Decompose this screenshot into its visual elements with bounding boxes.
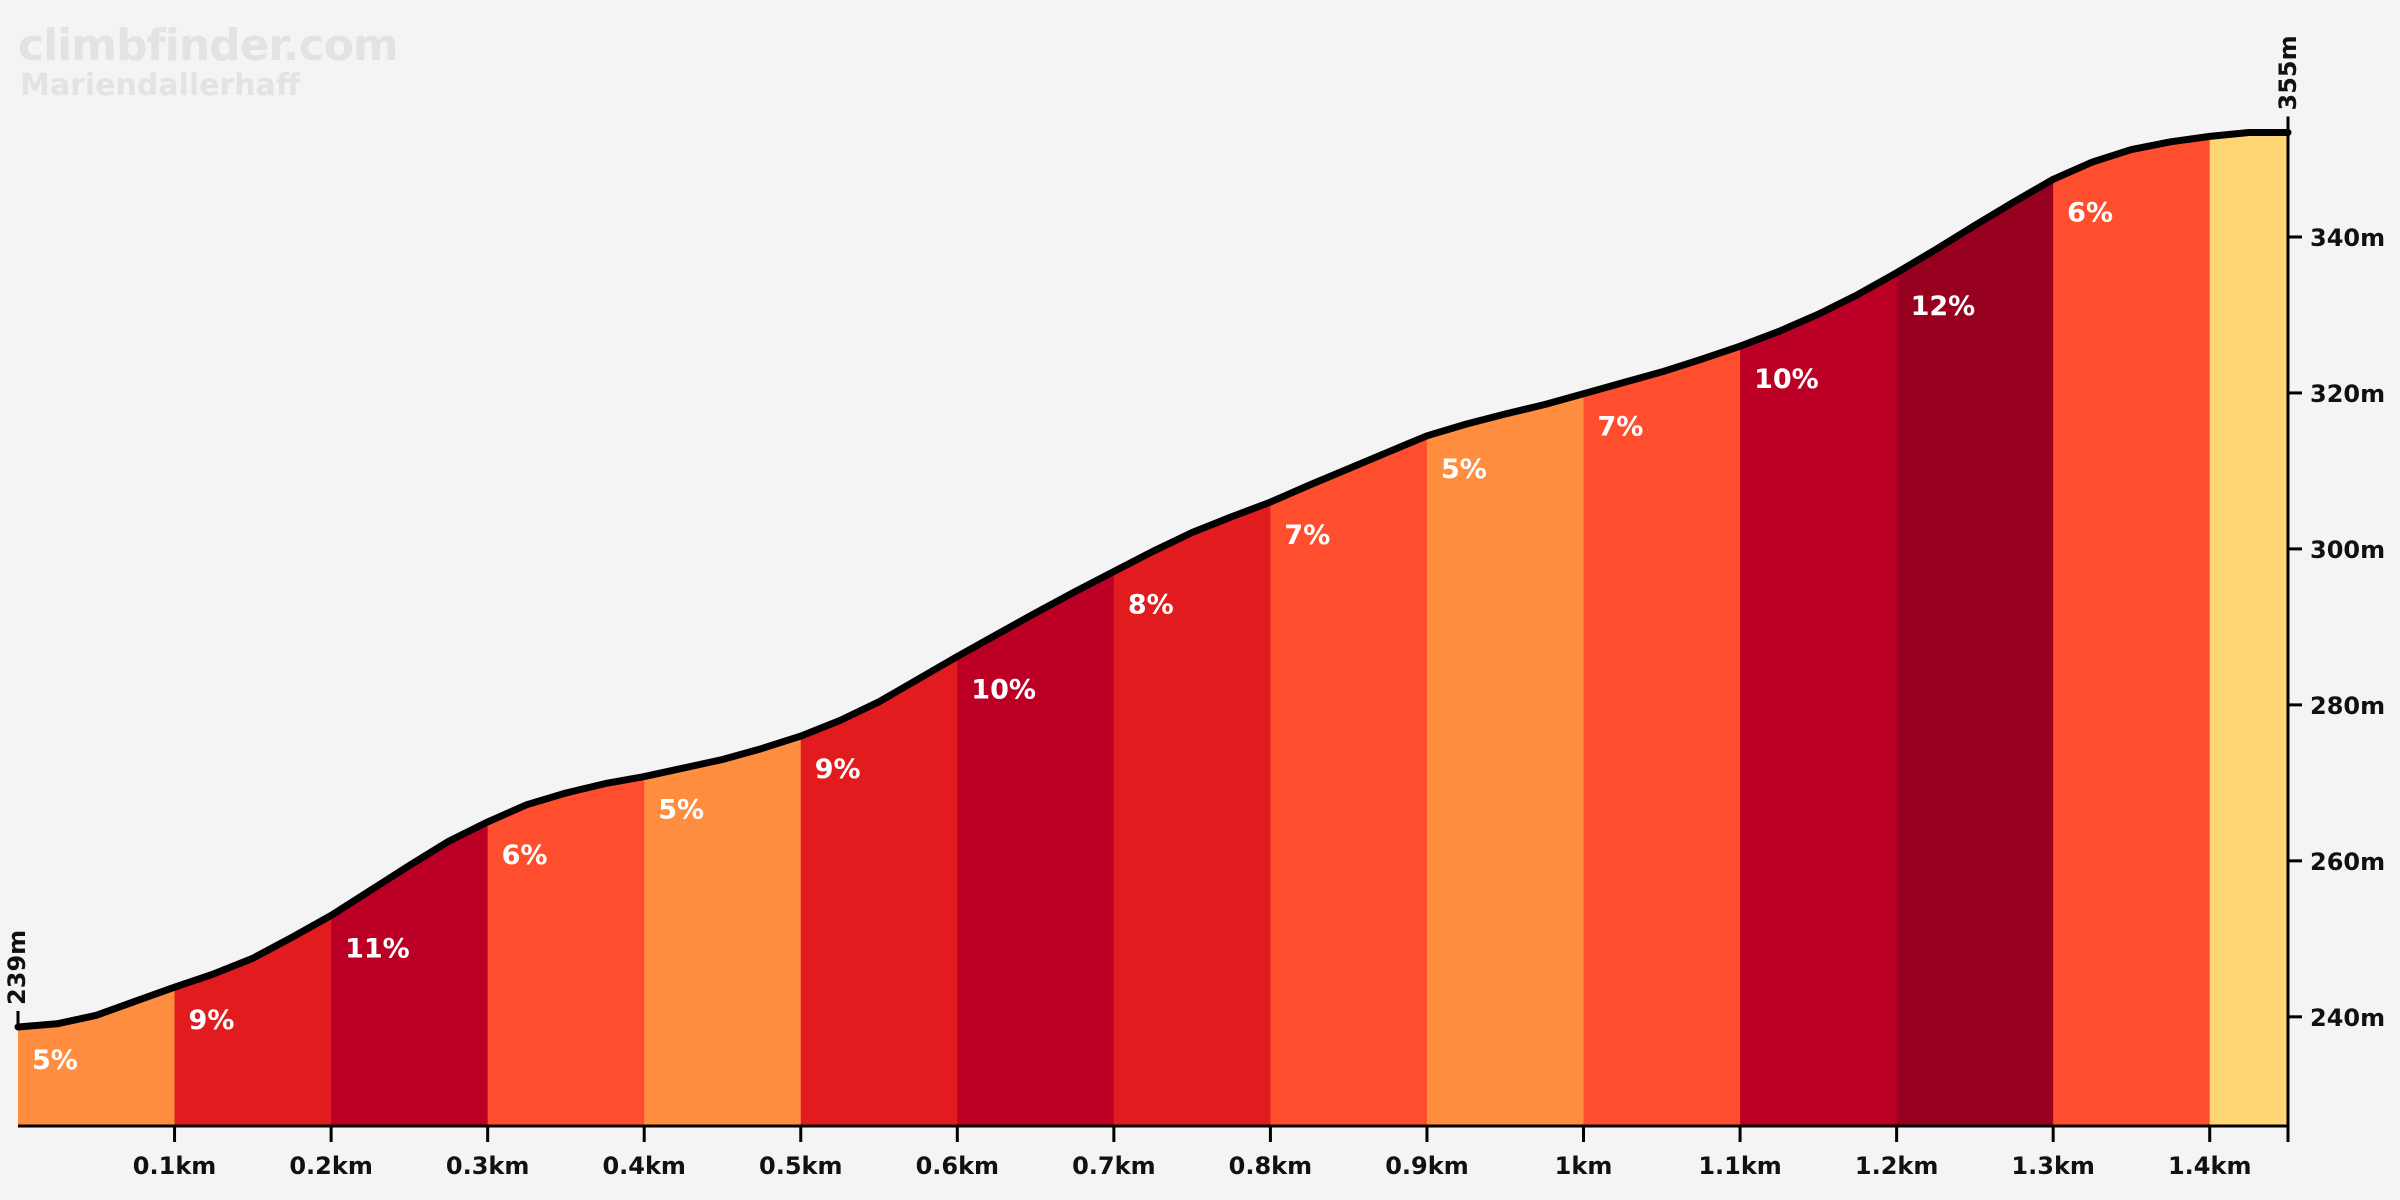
x-tick-label-6: 0.7km — [1072, 1152, 1155, 1180]
grade-segment-13 — [2053, 132, 2211, 1126]
grade-label-4: 5% — [658, 795, 704, 826]
x-tick-label-7: 0.8km — [1229, 1152, 1312, 1180]
x-tick-label-3: 0.4km — [602, 1152, 685, 1180]
grade-segment-1 — [174, 132, 332, 1126]
y-tick-label-0: 240m — [2310, 1004, 2385, 1032]
grade-label-3: 6% — [502, 840, 548, 871]
x-tick-label-12: 1.3km — [2011, 1152, 2094, 1180]
y-tick-label-2: 280m — [2310, 692, 2385, 720]
grade-segment-4 — [644, 132, 802, 1126]
grade-label-8: 7% — [1284, 520, 1330, 551]
grade-segment-10 — [1583, 132, 1741, 1126]
grade-label-0: 5% — [32, 1045, 78, 1076]
grade-label-10: 7% — [1598, 412, 1644, 443]
grade-segment-12 — [1896, 132, 2054, 1126]
profile-line — [14, 129, 2292, 1031]
grade-label-11: 10% — [1754, 364, 1819, 395]
x-tick-label-0: 0.1km — [133, 1152, 216, 1180]
site-logo-text: climbfinder.com — [18, 20, 399, 71]
grade-labels: 5% 9% 11% 6% 5% 9% 10% 8% 7% 5% 7% 10% 12% 6% — [32, 197, 2113, 1076]
start-elevation-label: 239m — [3, 930, 31, 1005]
grade-segment-2 — [331, 132, 489, 1126]
climb-name: Mariendallerhaff — [20, 68, 301, 103]
y-tick-label-5: 340m — [2310, 224, 2385, 252]
end-elevation-label: 355m — [2274, 35, 2302, 110]
x-tick-label-11: 1.2km — [1855, 1152, 1938, 1180]
grade-label-13: 6% — [2067, 197, 2113, 228]
x-tick-label-1: 0.2km — [289, 1152, 372, 1180]
grade-segment-9 — [1426, 132, 1585, 1126]
x-tick-label-13: 1.4km — [2168, 1152, 2251, 1180]
y-tick-label-4: 320m — [2310, 380, 2385, 408]
x-tick-label-2: 0.3km — [446, 1152, 529, 1180]
y-tick-label-3: 300m — [2310, 536, 2385, 564]
grade-segment-5 — [800, 132, 958, 1126]
grade-label-5: 9% — [815, 754, 861, 785]
profile-line-group — [14, 129, 2292, 1031]
grade-segment-6 — [957, 132, 1115, 1126]
axes: 0.1km 0.2km 0.3km 0.4km 0.5km 0.6km 0.7km 0.8km… — [3, 35, 2385, 1180]
grade-label-12: 12% — [1911, 291, 1976, 322]
grade-label-9: 5% — [1441, 454, 1487, 485]
grade-segment-0 — [18, 132, 176, 1126]
grade-label-7: 8% — [1128, 590, 1174, 621]
x-tick-label-10: 1.1km — [1698, 1152, 1781, 1180]
x-tick-label-8: 0.9km — [1385, 1152, 1468, 1180]
grade-label-6: 10% — [971, 675, 1036, 706]
grade-segment-11 — [1740, 132, 1898, 1126]
grade-label-1: 9% — [189, 1005, 235, 1036]
grade-segment-3 — [487, 132, 645, 1126]
grade-segment-8 — [1270, 132, 1428, 1126]
x-tick-label-9: 1km — [1555, 1152, 1613, 1180]
grade-label-2: 11% — [345, 933, 410, 964]
y-tick-label-1: 260m — [2310, 848, 2385, 876]
x-tick-label-5: 0.6km — [916, 1152, 999, 1180]
grade-segment-14 — [2209, 132, 2288, 1126]
x-tick-label-4: 0.5km — [759, 1152, 842, 1180]
